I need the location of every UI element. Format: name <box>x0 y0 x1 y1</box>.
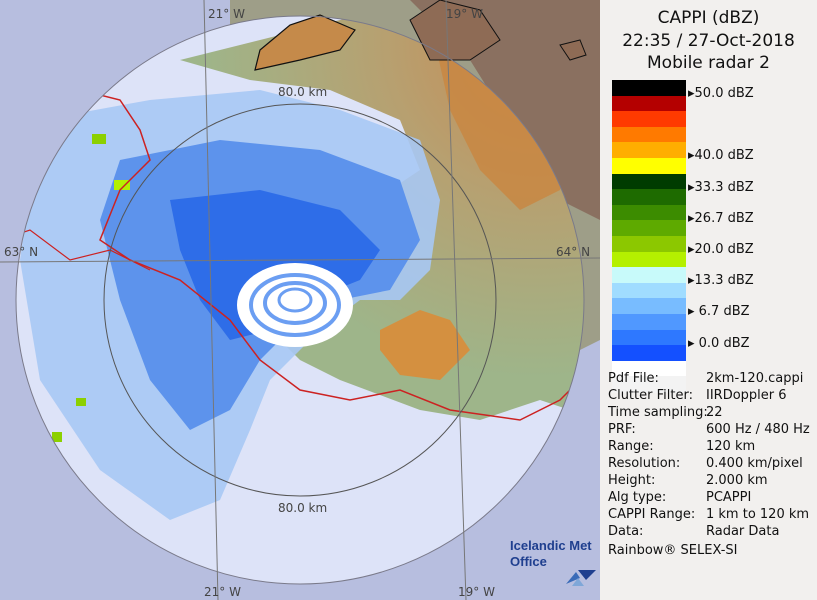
ring-label-bottom: 80.0 km <box>278 501 327 515</box>
range-ring-80km <box>103 103 497 497</box>
lon-label-19w-top: 19° W <box>446 7 483 21</box>
radar-map-canvas: 21° W 19° W 21° W 19° W 64° N 63° N 80.0… <box>0 0 600 600</box>
legend-swatch <box>612 111 686 128</box>
legend-swatch <box>612 189 686 206</box>
legend-label: ▸20.0 dBZ <box>688 242 754 257</box>
info-key: Data: <box>608 524 644 539</box>
legend-swatch <box>612 376 686 393</box>
logo-mark-icon <box>566 570 596 586</box>
legend-label: ▸50.0 dBZ <box>688 86 754 101</box>
range-ring-outer <box>15 15 585 585</box>
legend-swatch <box>612 236 686 253</box>
legend-swatch <box>612 298 686 315</box>
legend-label: ▸ 0.0 dBZ <box>688 335 750 351</box>
info-value: Radar Data <box>706 524 780 539</box>
radar-name: Mobile radar 2 <box>647 53 770 73</box>
legend-swatch <box>612 345 686 362</box>
legend-swatch <box>612 220 686 237</box>
info-value: PCAPPI <box>706 490 752 505</box>
info-key: Alg type: <box>608 490 667 505</box>
legend-label: ▸40.0 dBZ <box>688 148 754 164</box>
radar-map: 21° W 19° W 21° W 19° W 64° N 63° N 80.0… <box>0 0 600 600</box>
logo-line2: Office <box>510 554 547 569</box>
info-key: Pdf File: <box>608 371 659 386</box>
logo-line1: Icelandic Met <box>510 538 592 553</box>
footer-credit: Rainbow® SELEX-SI <box>608 543 738 558</box>
lon-label-21w-top: 21° W <box>208 7 245 21</box>
info-value: 2km-120.cappi <box>706 371 804 386</box>
legend-swatch <box>612 314 686 331</box>
info-key: CAPPI Range: <box>608 507 696 522</box>
lat-label-63n: 63° N <box>4 245 38 259</box>
legend-swatch <box>612 80 686 97</box>
legend-label: ▸ 6.7 dBZ <box>688 304 750 320</box>
ring-label-top: 80.0 km <box>278 85 327 99</box>
info-key: Time sampling: <box>608 405 708 420</box>
info-value: 600 Hz / 480 Hz <box>706 422 810 437</box>
legend-swatch <box>612 282 686 299</box>
lat-label-64n: 64° N <box>556 245 590 259</box>
product-title: CAPPI (dBZ) <box>657 8 760 28</box>
legend-swatch <box>612 204 686 221</box>
precip-heavy <box>170 190 380 340</box>
legend-swatch <box>612 95 686 112</box>
island-north <box>254 14 356 71</box>
legend-label: ▸33.3 dBZ <box>688 179 754 195</box>
lon-label-21w-bottom: 21° W <box>204 585 241 599</box>
meridian-19w <box>445 0 467 600</box>
legend-swatch <box>612 267 686 284</box>
lon-label-19w-bottom: 19° W <box>458 585 495 599</box>
legend-swatch <box>612 360 686 377</box>
imo-logo: Icelandic Met Office <box>508 538 600 590</box>
legend-label: ▸26.7 dBZ <box>688 210 754 226</box>
info-key: Clutter Filter: <box>608 388 693 403</box>
info-key: Range: <box>608 439 654 454</box>
glacier-area <box>380 310 470 380</box>
info-value: 120 km <box>706 439 756 454</box>
meridian-21w <box>203 0 219 600</box>
legend-swatch <box>612 329 686 346</box>
legend-label: ▸13.3 dBZ <box>688 273 754 289</box>
info-value: 22 <box>706 405 723 420</box>
legend-swatch <box>612 126 686 143</box>
info-value: 2.000 km <box>706 473 768 488</box>
info-value: 1 km to 120 km <box>706 507 810 522</box>
product-datetime: 22:35 / 27-Oct-2018 <box>622 31 795 51</box>
info-key: Resolution: <box>608 456 681 471</box>
legend-swatch <box>612 173 686 190</box>
legend-swatch <box>612 251 686 268</box>
info-value: IIRDoppler 6 <box>706 388 787 403</box>
coastline <box>16 39 584 421</box>
parallel-64n <box>0 257 600 263</box>
info-value: 0.400 km/pixel <box>706 456 803 471</box>
legend-swatch <box>612 142 686 159</box>
info-panel: CAPPI (dBZ) 22:35 / 27-Oct-2018 Mobile r… <box>600 0 817 600</box>
legend-swatch <box>612 158 686 175</box>
info-key: Height: <box>608 473 656 488</box>
info-key: PRF: <box>608 422 636 437</box>
